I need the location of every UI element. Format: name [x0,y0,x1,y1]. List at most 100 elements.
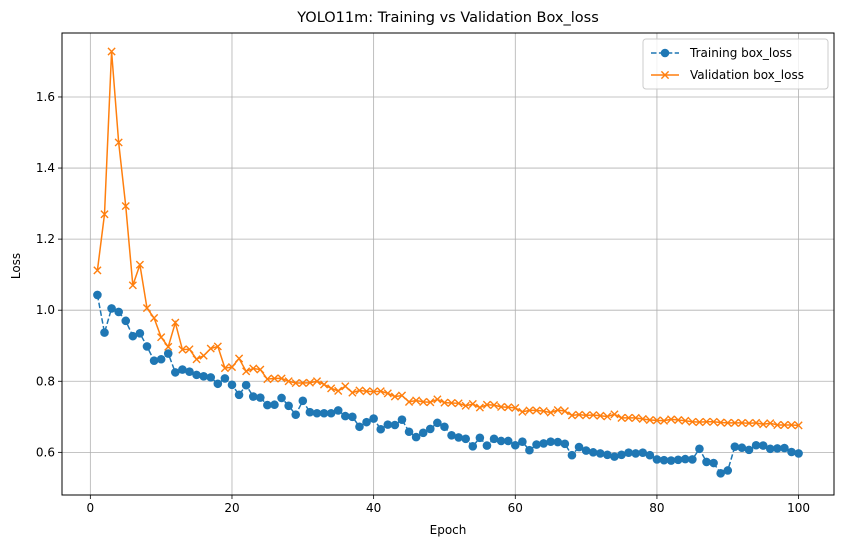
x-tick-label: 100 [787,501,810,515]
data-point [794,421,803,430]
data-point [135,260,145,269]
data-point [674,415,683,425]
data-point [376,424,386,434]
data-point [220,374,230,383]
x-tick-label: 80 [649,501,664,515]
data-point [171,318,180,327]
data-point [362,387,371,396]
data-point [164,342,173,351]
data-point [546,437,555,446]
legend-box [642,38,829,90]
data-point [319,380,329,389]
data-point [610,410,619,419]
data-point [489,400,499,410]
data-point [248,392,258,401]
data-point [532,406,541,415]
y-tick-label: 1.6 [36,90,55,104]
data-point [659,416,669,425]
data-point [284,401,293,411]
data-point [744,445,754,455]
data-point [397,415,407,424]
data-point [539,439,548,448]
data-point [341,382,350,391]
x-tick-label: 20 [224,501,239,515]
data-point [716,469,725,478]
data-point [355,386,364,395]
data-point [765,444,775,454]
data-point [404,397,414,406]
data-point [624,448,633,458]
axis-ticks: 0 20 40 60 80 100 0.6 0.8 1.0 1.2 1.4 1.6 [36,90,810,515]
data-point [737,418,747,427]
data-point [234,390,244,400]
data-point [645,415,654,425]
data-point [603,412,612,421]
data-point [220,364,229,373]
data-point [716,418,725,427]
data-point [156,354,166,364]
data-point [581,446,591,455]
x-tick-label: 60 [508,501,523,515]
data-point [787,420,796,430]
data-point [163,349,173,358]
data-point [433,395,442,404]
data-point [780,420,789,430]
data-point [426,398,435,407]
data-point [411,432,421,442]
y-tick-label: 0.8 [36,374,55,388]
data-point [412,396,421,405]
data-point [447,398,456,408]
data-point [730,418,739,427]
data-point [383,420,393,429]
data-point [383,389,392,398]
data-point [242,367,251,376]
data-point [794,449,803,458]
data-point [192,370,201,380]
legend-marker [660,48,670,58]
data-point [128,331,138,341]
data-point [652,416,662,425]
data-point [617,413,626,422]
data-point [680,454,690,464]
data-point [510,440,520,450]
data-point [227,362,237,372]
series-line [96,51,799,427]
data-point [348,388,357,397]
data-point [503,436,513,446]
data-point [673,455,683,465]
data-point [284,377,293,386]
data-point [369,387,378,396]
y-tick-label: 1.2 [36,232,55,246]
data-point [766,419,775,428]
data-point [390,392,399,401]
data-point [256,393,265,402]
data-point [652,455,662,464]
data-point [730,442,740,451]
y-axis-label: Loss [9,253,23,279]
data-point [751,418,761,427]
data-point [454,433,463,442]
data-point [454,399,463,408]
data-point [157,333,166,342]
data-point [504,403,513,412]
data-point [100,210,109,219]
data-point [787,447,796,457]
data-point [595,449,605,458]
data-point [603,450,612,460]
data-point [659,455,669,465]
data-point [93,290,102,300]
data-point [773,420,782,430]
data-point [135,329,145,338]
y-tick-label: 0.6 [36,445,55,459]
data-point [482,400,492,409]
data-point [100,328,109,337]
data-point [348,412,357,422]
data-point [312,408,322,418]
data-point [638,448,648,458]
data-point [447,430,456,440]
data-point [702,417,711,426]
data-point [497,402,506,411]
data-point [702,457,711,467]
data-point [263,375,272,384]
data-point [567,450,577,460]
